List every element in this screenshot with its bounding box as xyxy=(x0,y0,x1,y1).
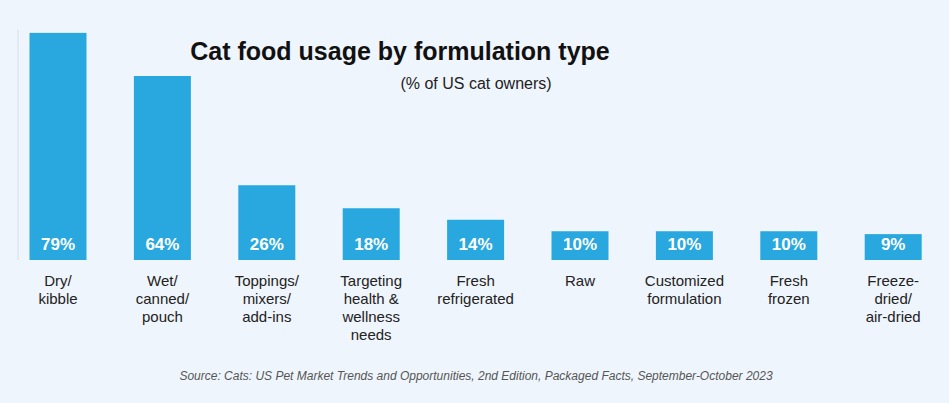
bars xyxy=(30,33,922,260)
category-label: Raw xyxy=(565,272,595,289)
category-label: Customizedformulation xyxy=(645,272,724,307)
chart: 79% 64% 26% 18% 14% 10% 10% 10% 9% Dry/kibble Wet/… xyxy=(0,0,949,403)
category-label: Dry/kibble xyxy=(38,272,77,307)
data-label: 26% xyxy=(250,235,284,254)
data-label: 10% xyxy=(772,235,806,254)
background xyxy=(0,0,949,403)
data-label: 10% xyxy=(563,235,597,254)
bar xyxy=(343,208,400,260)
title: Cat food usage by formulation type xyxy=(190,37,610,65)
subtitle: (% of US cat owners) xyxy=(400,75,551,92)
bar xyxy=(238,185,295,260)
data-label: 14% xyxy=(459,235,493,254)
bar xyxy=(30,33,87,260)
bar xyxy=(865,234,922,260)
category-label: Targetinghealth &wellnessneeds xyxy=(340,272,402,343)
bar xyxy=(134,76,191,260)
data-label: 18% xyxy=(354,235,388,254)
category-label: Wet/canned/pouch xyxy=(136,272,190,325)
bar xyxy=(656,231,713,260)
category-label: Freeze-dried/air-dried xyxy=(866,272,921,325)
category-label: Freshfrozen xyxy=(768,272,810,307)
data-label: 64% xyxy=(145,235,179,254)
source: Source: Cats: US Pet Market Trends and O… xyxy=(179,369,773,383)
data-label: 10% xyxy=(667,235,701,254)
y-axis xyxy=(18,30,19,260)
category-label: Toppings/mixers/add-ins xyxy=(235,272,300,325)
data-label: 9% xyxy=(881,235,906,254)
data-label: 79% xyxy=(41,235,75,254)
bar xyxy=(447,220,504,260)
category-label: Freshrefrigerated xyxy=(437,272,514,307)
bar xyxy=(760,231,817,260)
bar xyxy=(552,231,609,260)
